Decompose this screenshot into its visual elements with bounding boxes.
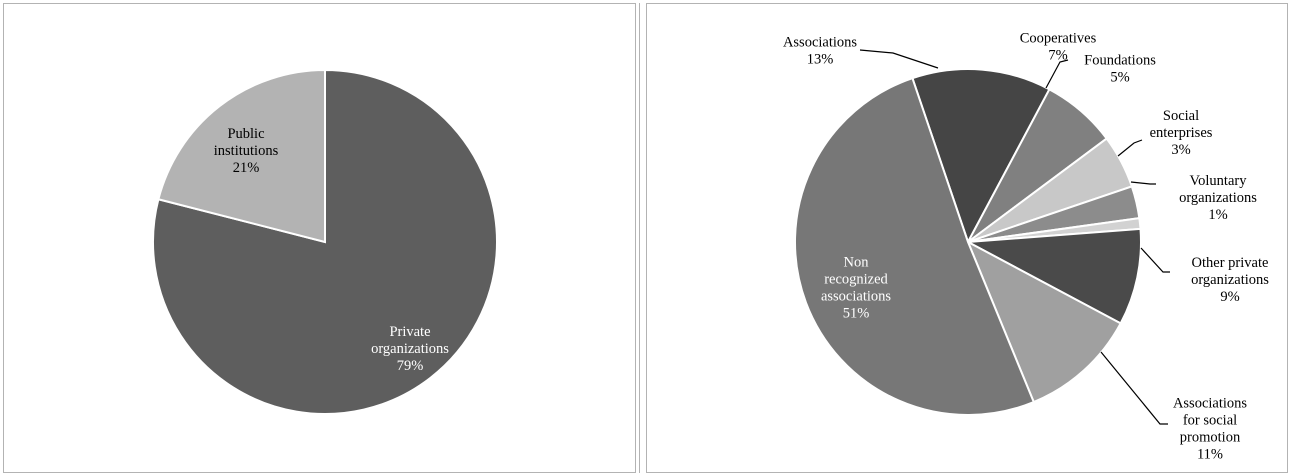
label-other-private-organizations: Other private organizations 9% [1191, 255, 1269, 305]
leader-line-social-enterprises [1117, 139, 1143, 157]
label-social-enterprises: Social enterprises 3% [1150, 108, 1213, 158]
label-public-institutions: Public institutions 21% [214, 126, 279, 176]
label-associations-for-social-promotion: Associations for social promotion 11% [1173, 396, 1247, 463]
slice-non-recognized-associations [794, 76, 1036, 416]
slice-associations-for-social-promotion [966, 239, 1123, 404]
pie-chart-2: Non recognized associations 51% Associations… [783, 31, 1269, 463]
leader-line-voluntary-organizations [1130, 181, 1156, 185]
leader-line-associations [859, 49, 939, 69]
slice-associations [911, 68, 1051, 245]
pie-chart-1: Private organizations 79% Public institution… [151, 68, 498, 415]
label-voluntary-organizations: Voluntary organizations 1% [1179, 173, 1257, 223]
label-associations: Associations 13% [783, 35, 857, 68]
label-foundations: Foundations 5% [1084, 53, 1156, 86]
label-private-organizations: Private organizations 79% [371, 324, 449, 374]
slice-public-institutions [157, 68, 326, 244]
label-non-recognized-associations: Non recognized associations 51% [821, 255, 891, 322]
leader-line-other-private-organizations [1140, 247, 1170, 273]
panel-divider [639, 3, 640, 473]
label-cooperatives: Cooperatives 7% [1020, 31, 1097, 64]
leader-line-foundations [1045, 59, 1069, 89]
slice-other-private-organizations [964, 227, 1142, 325]
leader-line-associations-for-social-promotion [1100, 351, 1168, 425]
